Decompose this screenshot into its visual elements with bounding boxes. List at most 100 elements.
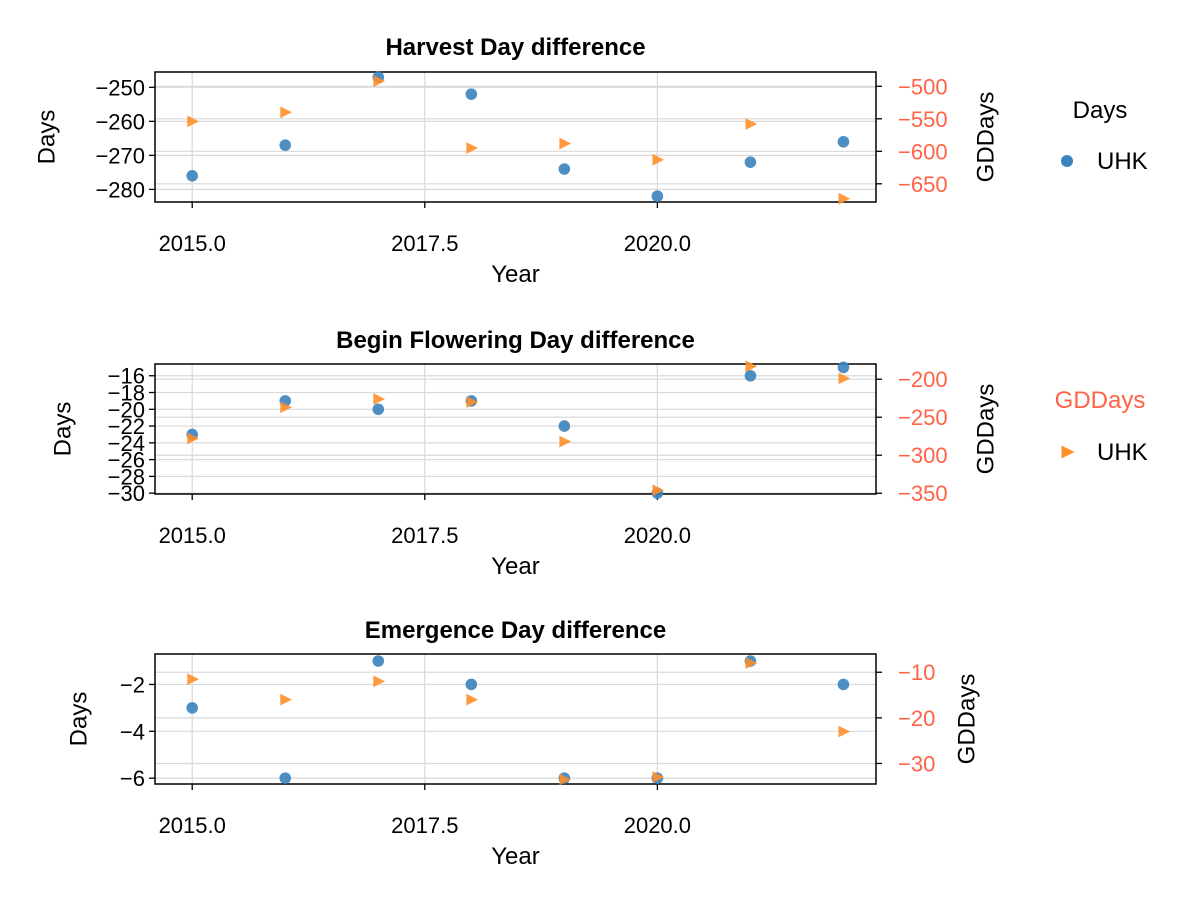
y-axis-label: Days: [49, 402, 76, 457]
data-point-gddays: [559, 137, 572, 150]
data-point-gddays: [187, 673, 199, 685]
plot-frame: [154, 363, 877, 495]
data-point-days: [465, 678, 478, 691]
chart-title: Harvest Day difference: [385, 34, 645, 61]
data-point-days: [837, 361, 850, 374]
data-point-gddays: [652, 153, 665, 166]
legend-title: GDDays: [1055, 387, 1146, 414]
data-point-gddays: [373, 75, 386, 87]
data-point-days: [837, 678, 850, 691]
data-point-days: [744, 156, 757, 168]
data-point-gddays: [373, 675, 386, 688]
x-tick-label: 2015.0: [159, 523, 226, 548]
y-tick-label: −2: [120, 672, 145, 697]
y2-tick-label: −200: [898, 367, 948, 392]
chart-panel-2: Begin Flowering Day difference 2015.0 2017…: [49, 327, 999, 580]
data-point-gddays: [559, 773, 572, 786]
legend-label: UHK: [1097, 439, 1148, 466]
data-point-gddays: [373, 393, 386, 405]
data-point-gddays: [745, 360, 758, 373]
data-point-gddays: [652, 484, 665, 497]
legend-marker: [1061, 445, 1075, 459]
y2-tick-label: −500: [898, 74, 948, 99]
data-point-gddays: [838, 725, 851, 738]
data-point-gddays: [838, 192, 851, 205]
y-tick-label: −270: [95, 143, 145, 168]
chart-panel-3: Emergence Day difference 2015.0 2017.5 2020…: [65, 617, 980, 870]
x-tick-label: 2020.0: [624, 523, 691, 548]
plot-frame: [154, 71, 877, 203]
y-axis-label: Days: [33, 110, 60, 165]
y-tick-label: −22: [108, 414, 145, 439]
y-tick-label: −250: [95, 75, 145, 100]
y-tick-label: −28: [108, 464, 145, 489]
y-tick-label: −4: [120, 719, 145, 744]
x-axis-label: Year: [491, 553, 540, 580]
data-point-days: [186, 702, 199, 714]
data-point-days: [186, 169, 199, 182]
x-tick-label: 2020.0: [624, 231, 691, 256]
y2-tick-label: −350: [898, 481, 948, 506]
chart-panel-1: Harvest Day difference 2015.0 2017.5 2020.0…: [33, 34, 999, 288]
y-tick-label: −26: [108, 448, 145, 473]
y-tick-label: −30: [108, 481, 145, 506]
data-point-gddays: [559, 435, 572, 448]
y-tick-label: −16: [108, 364, 145, 389]
plot-frame: [154, 653, 877, 785]
data-point-days: [465, 88, 478, 100]
legend-marker: [1061, 155, 1073, 167]
data-point-gddays: [466, 396, 479, 408]
y-axis-label: Days: [65, 692, 92, 747]
y2-tick-label: −250: [898, 405, 948, 430]
data-point-gddays: [466, 693, 479, 706]
data-point-gddays: [187, 115, 199, 128]
y-tick-label: −260: [95, 109, 145, 134]
y-tick-label: −18: [108, 381, 145, 406]
data-point-days: [372, 655, 385, 667]
y2-tick-label: −20: [898, 706, 935, 731]
data-point-days: [837, 135, 850, 148]
data-point-gddays: [280, 401, 292, 414]
data-point-gddays: [652, 771, 665, 784]
data-point-days: [279, 139, 292, 151]
data-point-gddays: [280, 106, 292, 119]
legend-title: Days: [1073, 97, 1128, 124]
y2-tick-label: −300: [898, 443, 948, 468]
x-tick-label: 2017.5: [391, 813, 458, 838]
y2-axis-label: GDDays: [972, 384, 999, 475]
data-point-days: [279, 772, 292, 784]
data-point-days: [651, 190, 664, 203]
x-tick-label: 2017.5: [391, 231, 458, 256]
x-tick-label: 2017.5: [391, 523, 458, 548]
legend-label: UHK: [1097, 148, 1148, 175]
y2-axis-label: GDDays: [953, 674, 980, 765]
legend-1: Days UHK: [1061, 97, 1148, 175]
x-tick-label: 2020.0: [624, 813, 691, 838]
y2-tick-label: −650: [898, 172, 948, 197]
data-point-gddays: [280, 693, 292, 706]
y-tick-label: −6: [120, 766, 145, 791]
y-tick-label: −24: [108, 431, 145, 456]
y2-tick-label: −30: [898, 751, 935, 776]
y2-axis-label: GDDays: [972, 92, 999, 183]
x-tick-label: 2015.0: [159, 231, 226, 256]
data-point-gddays: [745, 118, 758, 130]
data-point-gddays: [466, 142, 479, 154]
data-point-days: [744, 369, 757, 382]
data-point-gddays: [187, 432, 199, 445]
chart-title: Begin Flowering Day difference: [336, 327, 695, 354]
x-tick-label: 2015.0: [159, 813, 226, 838]
y-tick-label: −20: [108, 397, 145, 422]
y2-tick-label: −600: [898, 139, 948, 164]
data-point-gddays: [838, 372, 851, 385]
legend-2: GDDays UHK: [1055, 387, 1148, 466]
data-point-days: [558, 420, 571, 432]
chart-title: Emergence Day difference: [365, 617, 666, 644]
y-tick-label: −280: [95, 177, 145, 202]
x-axis-label: Year: [491, 261, 540, 288]
data-point-days: [372, 403, 385, 416]
data-point-days: [558, 163, 571, 175]
x-axis-label: Year: [491, 843, 540, 870]
data-point-gddays: [745, 657, 758, 669]
